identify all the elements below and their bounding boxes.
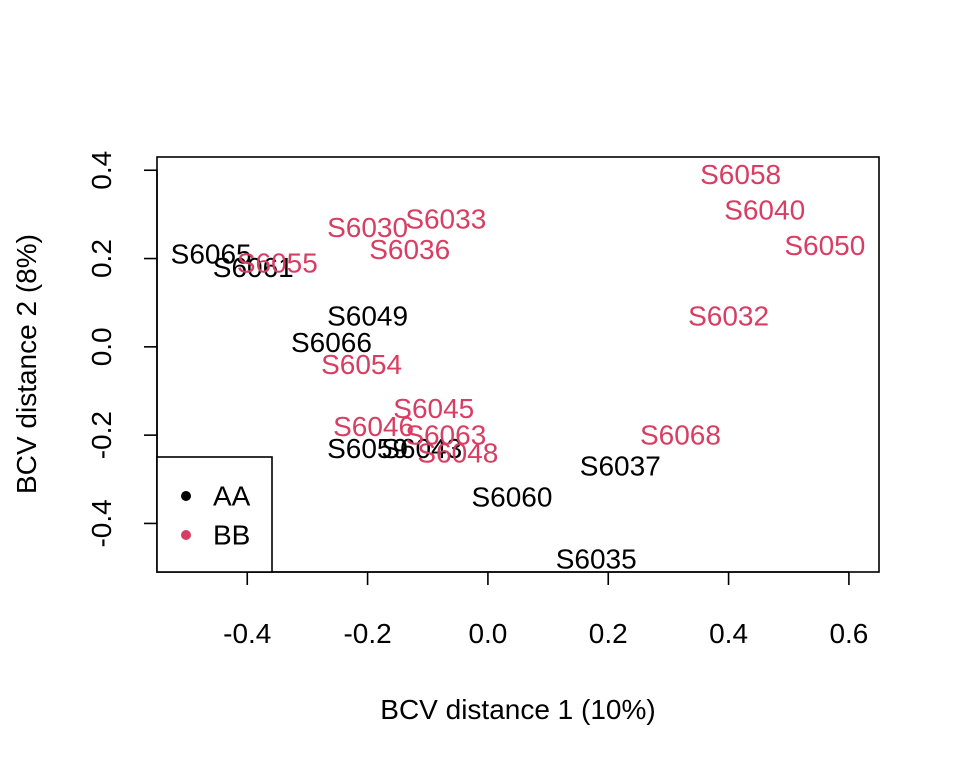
point-label-s6043: S6043 <box>381 433 462 464</box>
point-label-s6054: S6054 <box>321 349 402 380</box>
point-label-s6040: S6040 <box>724 194 805 225</box>
legend-label-bb: BB <box>213 520 250 551</box>
point-label-s6048: S6048 <box>417 437 498 468</box>
legend: AA BB <box>156 456 273 573</box>
point-label-s6033: S6033 <box>405 203 486 234</box>
point-label-s6037: S6037 <box>580 451 661 482</box>
x-axis: -0.4 -0.2 0.0 0.2 0.4 0.6 <box>223 571 868 649</box>
point-label-s6068: S6068 <box>640 420 721 451</box>
x-tick-label: -0.2 <box>343 618 391 649</box>
legend-box <box>156 456 273 573</box>
y-tick-label: 0.0 <box>86 327 117 366</box>
x-tick-label: -0.4 <box>223 618 271 649</box>
y-axis-title: BCV distance 2 (8%) <box>11 234 42 494</box>
point-label-s6055: S6055 <box>237 247 318 278</box>
x-tick-label: 0.6 <box>829 618 868 649</box>
point-label-s6050: S6050 <box>784 230 865 261</box>
point-label-s6058: S6058 <box>700 159 781 190</box>
x-axis-title: BCV distance 1 (10%) <box>380 694 655 725</box>
point-label-s6032: S6032 <box>688 300 769 331</box>
legend-marker-bb <box>181 530 191 540</box>
x-tick-label: 0.2 <box>589 618 628 649</box>
point-label-s6066: S6066 <box>291 327 372 358</box>
point-label-s6036: S6036 <box>369 234 450 265</box>
y-tick-label: -0.4 <box>86 499 117 547</box>
x-tick-label: 0.4 <box>709 618 748 649</box>
point-label-s6046: S6046 <box>333 411 414 442</box>
point-label-s6045: S6045 <box>393 393 474 424</box>
point-label-s6049: S6049 <box>327 300 408 331</box>
legend-label-aa: AA <box>213 481 251 512</box>
point-label-s6060: S6060 <box>471 481 552 512</box>
point-label-s6030: S6030 <box>327 212 408 243</box>
y-tick-label: 0.4 <box>86 151 117 190</box>
legend-marker-aa <box>181 491 191 501</box>
y-axis: -0.4 -0.2 0.0 0.2 0.4 <box>86 151 158 548</box>
point-label-s6035: S6035 <box>556 543 637 574</box>
y-tick-label: 0.2 <box>86 239 117 278</box>
x-tick-label: 0.0 <box>468 618 507 649</box>
point-label-s6059: S6059 <box>327 433 408 464</box>
y-tick-label: -0.2 <box>86 411 117 459</box>
point-label-s6061: S6061 <box>213 252 294 283</box>
point-label-s6065: S6065 <box>171 239 252 270</box>
point-label-s6063: S6063 <box>405 420 486 451</box>
